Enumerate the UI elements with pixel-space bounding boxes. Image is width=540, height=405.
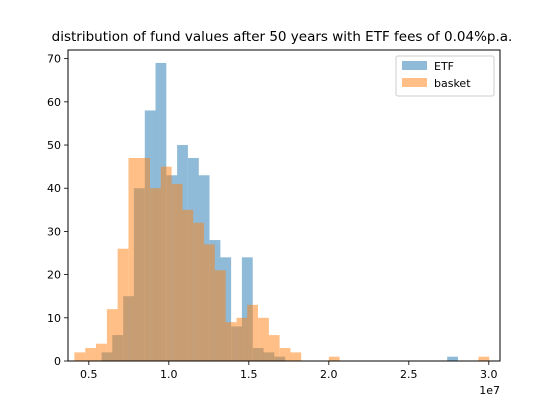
bar-basket	[85, 348, 97, 361]
y-axis: 0 10 20 30 40 50 60 70	[47, 53, 68, 368]
x-tick-label: 0.5	[80, 368, 98, 381]
y-tick-label: 50	[47, 139, 61, 152]
bar-basket	[182, 209, 194, 361]
bar-basket	[290, 352, 302, 361]
legend-swatch-basket	[402, 78, 427, 87]
bar-basket	[171, 183, 183, 361]
bar-basket	[106, 309, 118, 361]
bar-basket	[236, 317, 248, 361]
bar-basket	[150, 188, 161, 361]
bar-basket	[478, 356, 490, 361]
y-tick-label: 10	[47, 312, 61, 325]
legend: ETF basket	[395, 55, 495, 97]
bar-basket	[160, 166, 172, 361]
bar-basket	[128, 157, 140, 361]
bar-basket	[268, 335, 280, 361]
legend-label-etf: ETF	[434, 60, 454, 73]
chart-title: distribution of fund values after 50 yea…	[52, 29, 513, 45]
bar-etf	[220, 257, 232, 361]
bar-basket	[204, 244, 215, 361]
legend-label-basket: basket	[434, 77, 471, 90]
x-tick-label: 1.5	[240, 368, 258, 381]
x-tick-label: 1.0	[160, 368, 178, 381]
x-tick-label: 2.0	[320, 368, 338, 381]
x-tick-label: 3.0	[480, 368, 498, 381]
bar-basket	[225, 322, 237, 361]
bar-basket	[258, 317, 269, 361]
bar-basket	[214, 270, 226, 361]
plot-frame	[67, 49, 501, 362]
legend-swatch-etf	[402, 61, 427, 70]
bar-basket	[193, 222, 205, 361]
bar-basket	[139, 157, 150, 361]
bar-basket	[96, 343, 107, 361]
x-offset-label: 1e7	[479, 384, 500, 397]
y-tick-label: 70	[47, 53, 61, 66]
x-axis: 0.5 1.0 1.5 2.0 2.5 3.0	[80, 361, 498, 381]
y-tick-label: 0	[54, 355, 61, 368]
bar-basket	[74, 352, 86, 361]
y-tick-label: 40	[47, 182, 61, 195]
bar-basket	[279, 348, 291, 361]
bar-etf	[447, 356, 458, 361]
bars-layer	[74, 62, 490, 361]
y-tick-label: 60	[47, 96, 61, 109]
bar-basket	[117, 248, 129, 361]
bar-basket	[328, 356, 340, 361]
x-tick-label: 2.5	[400, 368, 418, 381]
bar-basket	[247, 304, 258, 361]
y-tick-label: 20	[47, 269, 61, 282]
y-tick-label: 30	[47, 225, 61, 238]
